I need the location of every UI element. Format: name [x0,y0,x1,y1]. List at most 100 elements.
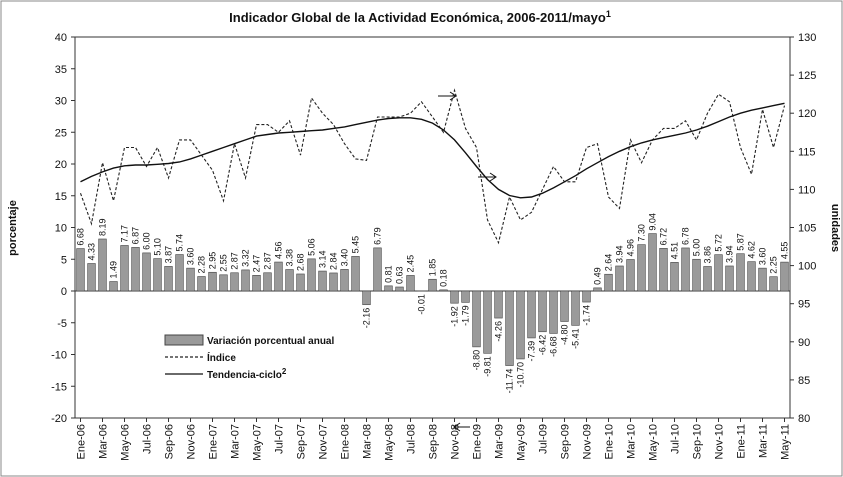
bar [549,290,558,334]
title-note: 1 [606,9,611,19]
value-label: -7.39 [527,341,537,362]
bar [219,274,228,292]
value-label: 3.94 [615,245,625,263]
x-tick-label: Nov-08 [450,424,462,459]
value-label: 0.63 [395,266,405,284]
bar [362,290,371,306]
bar [208,271,217,292]
y2-tick-label: 130 [798,32,816,44]
value-label: -4.26 [494,321,504,342]
y-tick-label: -10 [51,350,67,362]
x-tick-label: May-08 [384,424,396,461]
value-label: 0.81 [384,265,394,283]
bar [582,290,591,303]
value-label: 2.64 [604,254,614,272]
value-label: 2.47 [252,255,262,273]
value-label: 3.94 [725,245,735,263]
x-tick-label: Nov-07 [318,424,330,459]
value-label: 6.87 [131,227,141,245]
bar [769,276,778,292]
y-tick-label: 5 [61,254,67,266]
value-label: -1.74 [582,305,592,326]
value-label: 5.00 [692,239,702,257]
x-tick-label: Jul-07 [274,424,286,454]
bar [296,273,305,292]
x-tick-label: Jul-10 [670,424,682,454]
bar [450,290,459,304]
x-tick-label: Mar-09 [494,424,506,459]
y2-tick-label: 80 [798,413,810,425]
value-label: 3.32 [241,249,251,267]
value-label: 4.55 [780,242,790,260]
y2-tick-label: 120 [798,108,816,120]
bar [164,266,173,292]
line [79,88,786,245]
x-tick-label: Ene-10 [604,424,616,459]
bar [307,258,316,292]
value-label: 0.18 [439,269,449,287]
arrow [453,422,470,432]
x-tick-label: Ene-08 [340,424,352,459]
value-label: 3.38 [285,249,295,267]
value-label: -9.81 [483,356,493,377]
value-label: 5.74 [175,234,185,252]
value-label: 2.95 [208,252,218,270]
value-label: -10.70 [516,362,526,388]
x-tick-label: Sep-07 [296,424,308,459]
x-tick-label: Ene-07 [208,424,220,459]
x-tick-label: Mar-11 [758,424,770,458]
y-tick-label: 15 [55,191,67,203]
value-label: 3.87 [164,246,174,264]
bar [736,253,745,292]
value-label: 3.60 [758,248,768,266]
value-label: -4.80 [560,324,570,345]
bar [142,252,151,292]
bar [406,275,415,292]
bar [527,290,536,339]
x-tick-label: Sep-10 [692,424,704,459]
bar [153,258,162,292]
value-label: 4.51 [670,242,680,260]
value-label: 9.04 [648,213,658,231]
value-label: 4.96 [626,239,636,257]
bar [571,290,580,326]
bar [197,276,206,292]
x-tick-label: Ene-11 [736,424,748,459]
bar [505,290,514,366]
x-tick-label: May-07 [252,424,264,461]
legend-text: Tendencia-ciclo [207,370,282,381]
value-label: 2.87 [230,252,240,270]
x-tick-label: Sep-09 [560,424,572,459]
x-tick-label: Ene-09 [472,424,484,459]
bar [780,261,789,292]
y2-tick-label: 105 [798,223,816,235]
x-tick-label: Mar-08 [362,424,374,459]
x-tick-label: Mar-07 [230,424,242,459]
bar [263,272,272,292]
value-label: 4.62 [747,241,757,259]
value-label: -8.80 [472,350,482,371]
bar [516,290,525,360]
line [80,102,785,199]
bar [604,273,613,292]
bar [373,247,382,292]
legend-label: Variación porcentual anual [207,336,334,347]
y2-tick-label: 110 [798,184,816,196]
value-label: 6.72 [659,228,669,246]
value-label: -0.01 [417,294,427,315]
value-label: 3.60 [186,248,196,266]
legend-note: 2 [282,367,287,376]
value-label: 6.00 [142,232,152,250]
value-label: -11.74 [505,369,515,394]
bar [648,233,657,292]
value-label: 2.55 [219,254,229,272]
x-tick-label: Jul-06 [142,424,154,454]
y2-tick-label: 95 [798,299,810,311]
bar [285,269,294,292]
bar [747,261,756,292]
legend-label: Tendencia-ciclo2 [207,367,287,381]
x-tick-label: Jul-08 [406,424,418,454]
value-label: 3.86 [703,246,713,264]
y-tick-label: 0 [61,286,67,298]
x-tick-label: Nov-09 [582,424,594,459]
